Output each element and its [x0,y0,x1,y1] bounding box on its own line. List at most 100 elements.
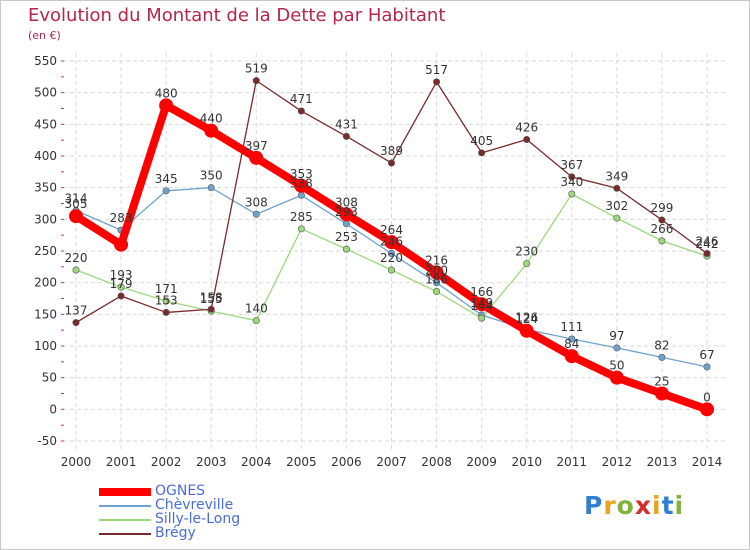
x-tick-label: 2000 [61,455,92,469]
data-label: 349 [605,169,628,183]
data-label: 367 [560,158,583,172]
data-label: 480 [155,86,178,100]
data-label: 293 [335,205,358,219]
legend-label: Silly-le-Long [155,511,241,527]
data-label-layer: 314 283 345 350 308 338 293 246 200 149 126 111 97 82… [65,62,719,405]
data-label: 302 [605,199,628,213]
x-tick-label: 2008 [421,455,452,469]
chart-subtitle: (en €) [28,29,61,42]
data-point [564,349,579,364]
data-point [207,305,215,313]
data-label: 216 [425,254,448,268]
data-point [654,386,669,401]
y-tick-label: 250 [34,244,57,258]
data-point [429,265,444,280]
y-tick-label: 450 [34,117,57,131]
y-tick-label: 550 [34,54,57,68]
data-point [252,210,260,218]
data-label: 471 [290,92,313,106]
data-label: 389 [380,144,403,158]
data-point [384,235,399,250]
y-tick-label: 500 [34,86,57,100]
axis-layer: -50 0 50 100 150 200 250 300 350 400 450 500 550 2000… [34,54,722,469]
data-label: 171 [155,282,178,296]
data-label: 0 [703,390,711,404]
data-point [478,149,486,157]
data-point [162,297,170,305]
x-tick-label: 2011 [557,455,588,469]
data-label: 84 [564,337,579,351]
series-layer [69,77,714,417]
data-point [568,173,576,181]
data-label: 246 [696,235,719,249]
data-label: 153 [155,293,178,307]
x-tick-label: 2002 [151,455,182,469]
data-label: 405 [470,134,493,148]
data-point [474,297,489,312]
data-label: 186 [425,273,448,287]
data-point [658,353,666,361]
data-point [252,317,260,325]
data-point [523,260,531,268]
y-tick-label: 50 [42,371,57,385]
x-tick-label: 2014 [692,455,723,469]
data-label: 200 [425,264,448,278]
data-point [72,319,80,327]
data-point [658,216,666,224]
data-point [339,207,354,222]
x-tick-label: 2001 [106,455,137,469]
legend-swatch [99,533,151,535]
x-tick-label: 2012 [602,455,633,469]
y-tick-label: 350 [34,181,57,195]
data-label: 67 [699,348,714,362]
y-tick-label: 300 [34,212,57,226]
data-label: 155 [200,292,223,306]
data-point [700,402,714,417]
data-point [387,266,395,274]
data-label: 220 [65,251,88,265]
data-point [117,292,125,300]
y-tick-label: -50 [37,434,57,448]
data-label: 517 [425,63,448,77]
data-point [703,363,711,371]
y-tick-label: 400 [34,149,57,163]
data-label: 140 [245,302,268,316]
data-label: 111 [560,320,583,334]
data-point [204,123,219,138]
data-point [568,335,576,343]
chart-title: Evolution du Montant de la Dette par Hab… [28,5,446,26]
data-label: 519 [245,62,268,76]
data-label: 397 [245,139,268,153]
data-point [703,250,711,258]
x-tick-label: 2007 [376,455,407,469]
logo-letter: P [584,491,604,520]
data-point [162,187,170,195]
data-point [114,237,129,252]
data-point [613,214,621,222]
x-tick-label: 2013 [647,455,678,469]
logo-letter: i [674,491,685,520]
data-label: 97 [609,329,624,343]
legend-swatch [99,519,151,521]
logo-letter: o [616,491,635,520]
data-point [433,78,441,86]
data-label: 230 [515,245,538,259]
data-label: 426 [515,121,538,135]
y-tick-label: 150 [34,307,57,321]
data-label: 345 [155,172,178,186]
data-point [297,225,305,233]
y-tick-label: 0 [49,402,57,416]
data-label: 144 [470,299,493,313]
data-label: 246 [380,235,403,249]
logo-letter: t [661,491,675,520]
data-label: 305 [65,197,88,211]
data-point [252,77,260,85]
data-label: 338 [290,176,313,190]
data-point [342,220,350,228]
y-tick-label: 100 [34,339,57,353]
data-label: 308 [245,195,268,209]
data-label: 166 [470,285,493,299]
data-label: 149 [470,296,493,310]
legend-swatch [99,505,151,507]
